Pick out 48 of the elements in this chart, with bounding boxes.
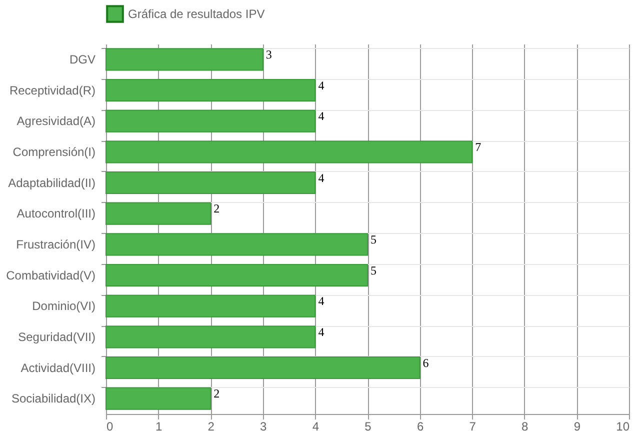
data-label: 6 [422, 356, 429, 370]
y-tick-label: Adaptabilidad(II) [8, 176, 96, 190]
bar [106, 202, 212, 225]
bar [106, 48, 264, 71]
y-tick-label: DGV [69, 52, 96, 66]
y-tick-label: Dominio(VI) [32, 299, 96, 314]
data-label: 3 [266, 47, 272, 62]
x-tick-label: 4 [312, 420, 320, 431]
x-tick-label: 2 [208, 420, 215, 431]
legend-label: Gráfica de resultados IPV [128, 7, 265, 21]
x-tick-label: 3 [260, 420, 268, 431]
data-label: 5 [370, 232, 376, 246]
data-label: 4 [318, 109, 324, 124]
data-label: 4 [318, 170, 324, 185]
bar [106, 264, 368, 287]
data-label: 2 [214, 386, 220, 401]
bar [106, 110, 316, 132]
y-tick-label: Combatividad(V) [6, 268, 96, 282]
y-tick-label: Autocontrol(III) [16, 206, 96, 221]
y-tick-label: Sociabilidad(IX) [11, 392, 96, 406]
data-label: 2 [214, 202, 220, 216]
data-label: 4 [318, 294, 324, 308]
bar [106, 387, 212, 410]
x-tick-label: 7 [469, 420, 476, 431]
x-tick-label: 10 [616, 420, 630, 431]
bar [106, 171, 316, 194]
data-label: 4 [318, 324, 324, 339]
y-tick-label: Frustración(IV) [16, 237, 96, 252]
x-tick-label: 9 [574, 420, 581, 431]
x-tick-label: 6 [416, 420, 424, 431]
x-tick-label: 5 [364, 420, 372, 431]
data-label: 7 [475, 140, 482, 154]
x-tick-label: 1 [155, 420, 162, 431]
bar [106, 294, 316, 318]
y-tick-label: Receptividad(R) [9, 83, 96, 98]
bar [106, 326, 316, 348]
bar [106, 78, 316, 102]
x-tick-label: 0 [106, 420, 114, 431]
y-tick-label: Comprensión(I) [12, 144, 96, 159]
data-label: 5 [370, 263, 376, 278]
y-tick-label: Agresividad(A) [16, 114, 96, 128]
bar [106, 140, 473, 164]
bar [106, 356, 420, 380]
x-tick-label: 8 [522, 420, 529, 431]
y-tick-label: Actividad(VIII) [20, 360, 96, 375]
y-tick-label: Seguridad(VII) [18, 330, 96, 344]
data-label: 4 [318, 78, 324, 92]
bar [106, 233, 368, 256]
